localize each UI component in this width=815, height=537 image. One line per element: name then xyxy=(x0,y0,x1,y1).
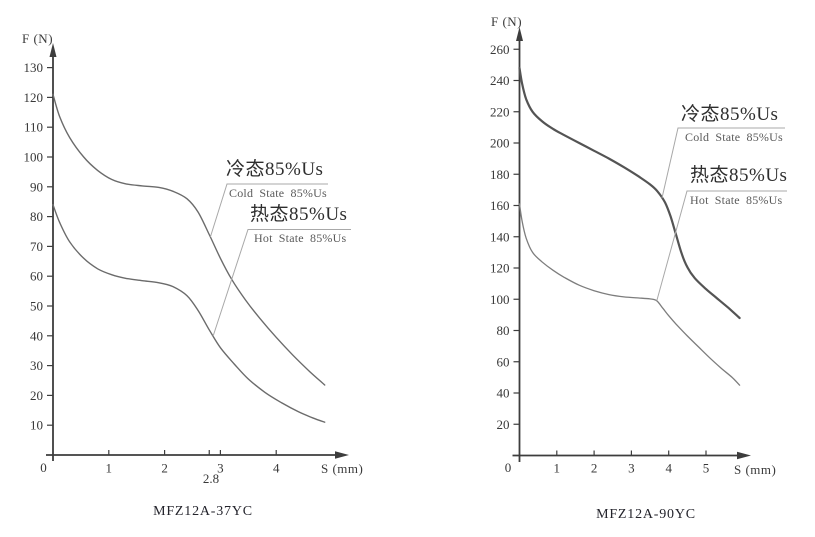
y-tick-label: 40 xyxy=(30,328,43,343)
y-axis-arrow-icon xyxy=(49,43,57,57)
y-tick-label: 260 xyxy=(490,42,510,57)
callout-cold-cn-chart1: 冷态85%Us xyxy=(226,159,324,180)
x-axis-arrow-icon xyxy=(737,451,751,460)
extra-x-tick-label: 2.8 xyxy=(203,471,219,486)
x-tick-label: 1 xyxy=(554,461,561,476)
callout-hot-cn-chart2: 热态85%Us xyxy=(690,165,788,186)
x-tick-label: 5 xyxy=(703,461,710,476)
x-tick-label: 4 xyxy=(665,461,672,476)
callout-cold-en-chart1: Cold State 85%Us xyxy=(229,186,327,200)
y-axis-title-chart2: F (N) xyxy=(491,14,523,29)
callout-hot-en-chart2: Hot State 85%Us xyxy=(690,193,783,207)
hot-callout-leader xyxy=(212,229,351,337)
y-tick-label: 220 xyxy=(490,104,510,119)
y-tick-label: 40 xyxy=(497,386,510,401)
y-tick-label: 20 xyxy=(497,417,510,432)
y-tick-label: 160 xyxy=(490,198,510,213)
hot-state-curve xyxy=(52,204,326,423)
y-tick-label: 20 xyxy=(30,388,43,403)
cold-state-curve xyxy=(52,93,326,386)
y-tick-label: 60 xyxy=(497,354,510,369)
y-tick-label: 120 xyxy=(490,261,510,276)
callout-cold-cn-chart2: 冷态85%Us xyxy=(681,104,779,125)
chart1-title: MFZ12A-37YC xyxy=(153,504,253,519)
y-tick-label: 200 xyxy=(490,136,510,151)
cold-state-curve xyxy=(518,66,741,320)
hot-callout-leader xyxy=(656,190,787,301)
cold-callout-leader xyxy=(661,127,785,199)
y-tick-label: 80 xyxy=(30,209,43,224)
origin-label: 0 xyxy=(40,460,47,475)
chart-2-group: 20 40 60 80 100 120 140 160 180 200 220 240 260 1 2 3 4 5… xyxy=(490,27,787,476)
y-tick-label: 80 xyxy=(497,323,510,338)
cold-callout-leader xyxy=(209,183,328,238)
x-tick-label: 3 xyxy=(628,461,635,476)
x-tick-label: 2 xyxy=(161,461,168,476)
y-tick-label: 30 xyxy=(30,358,43,373)
y-tick-label: 240 xyxy=(490,73,510,88)
x-tick-label: 1 xyxy=(106,461,113,476)
callout-cold-en-chart2: Cold State 85%Us xyxy=(685,130,783,144)
y-tick-label: 100 xyxy=(24,150,44,165)
origin-label: 0 xyxy=(505,460,512,475)
x-axis-arrow-icon xyxy=(335,451,349,459)
y-tick-label: 100 xyxy=(490,292,510,307)
y-tick-label: 110 xyxy=(24,120,43,135)
x-axis-title-chart2: S (mm) xyxy=(734,462,777,477)
y-tick-label: 90 xyxy=(30,179,43,194)
y-tick-label: 130 xyxy=(24,60,44,75)
x-tick-label: 4 xyxy=(273,461,280,476)
chart2-title: MFZ12A-90YC xyxy=(596,507,696,522)
x-tick-label: 2 xyxy=(591,461,598,476)
y-tick-label: 10 xyxy=(30,418,43,433)
hot-state-curve xyxy=(518,203,741,386)
y-tick-label: 180 xyxy=(490,167,510,182)
y-axis-title-chart1: F (N) xyxy=(22,31,54,46)
callout-hot-cn-chart1: 热态85%Us xyxy=(250,204,348,225)
y-tick-label: 60 xyxy=(30,269,43,284)
callout-hot-en-chart1: Hot State 85%Us xyxy=(254,231,347,245)
y-tick-label: 50 xyxy=(30,299,43,314)
x-axis-title-chart1: S (mm) xyxy=(321,461,364,476)
y-axis-arrow-icon xyxy=(516,27,523,41)
y-tick-label: 120 xyxy=(24,90,44,105)
y-tick-label: 140 xyxy=(490,229,510,244)
y-tick-label: 70 xyxy=(30,239,43,254)
x-tick-label: 3 xyxy=(217,461,224,476)
